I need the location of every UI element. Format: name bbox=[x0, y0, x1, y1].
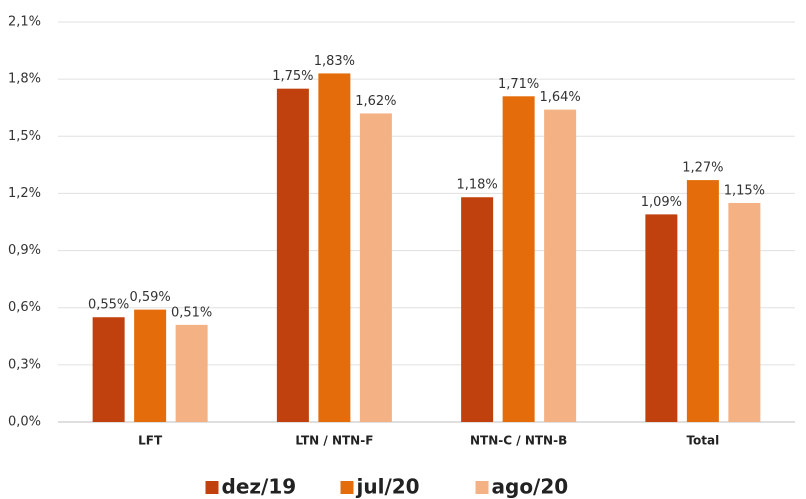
bar bbox=[92, 317, 125, 422]
y-tick-label: 0,0% bbox=[8, 415, 41, 430]
value-label: 1,27% bbox=[682, 161, 723, 176]
bar bbox=[502, 96, 535, 423]
legend-swatch bbox=[205, 481, 219, 494]
bar bbox=[134, 309, 167, 422]
y-tick-label: 1,8% bbox=[8, 72, 41, 87]
bar bbox=[175, 324, 208, 422]
value-label: 1,62% bbox=[355, 94, 396, 109]
value-label: 1,09% bbox=[641, 195, 682, 210]
y-tick-label: 1,5% bbox=[8, 129, 41, 144]
value-label: 1,64% bbox=[539, 90, 580, 105]
x-tick-label: Total bbox=[686, 434, 719, 448]
value-label: 1,83% bbox=[314, 54, 355, 69]
legend-label: ago/20 bbox=[492, 475, 569, 499]
bar bbox=[544, 109, 577, 422]
value-label: 1,71% bbox=[498, 77, 539, 92]
bar bbox=[276, 88, 309, 423]
y-tick-label: 0,3% bbox=[8, 357, 41, 372]
x-tick-label: NTN-C / NTN-B bbox=[470, 434, 567, 448]
legend-label: dez/19 bbox=[222, 475, 297, 499]
bar bbox=[318, 73, 351, 422]
value-label: 0,55% bbox=[88, 298, 129, 313]
bar bbox=[461, 197, 494, 422]
value-label: 1,15% bbox=[724, 183, 765, 198]
value-label: 1,75% bbox=[272, 69, 313, 84]
x-tick-label: LFT bbox=[138, 434, 163, 448]
bar bbox=[359, 113, 392, 422]
y-tick-label: 1,2% bbox=[8, 186, 41, 201]
y-tick-label: 0,9% bbox=[8, 243, 41, 258]
bar bbox=[728, 202, 761, 422]
bar bbox=[686, 180, 719, 422]
legend-label: jul/20 bbox=[356, 475, 420, 499]
value-label: 0,59% bbox=[129, 290, 170, 305]
legend-swatch bbox=[340, 481, 354, 494]
value-label: 0,51% bbox=[171, 305, 212, 320]
legend-swatch bbox=[475, 481, 489, 494]
x-tick-label: LTN / NTN-F bbox=[295, 434, 373, 448]
y-tick-label: 2,1% bbox=[8, 15, 41, 30]
value-label: 1,18% bbox=[456, 178, 497, 193]
y-tick-label: 0,6% bbox=[8, 300, 41, 315]
bar bbox=[645, 214, 678, 422]
